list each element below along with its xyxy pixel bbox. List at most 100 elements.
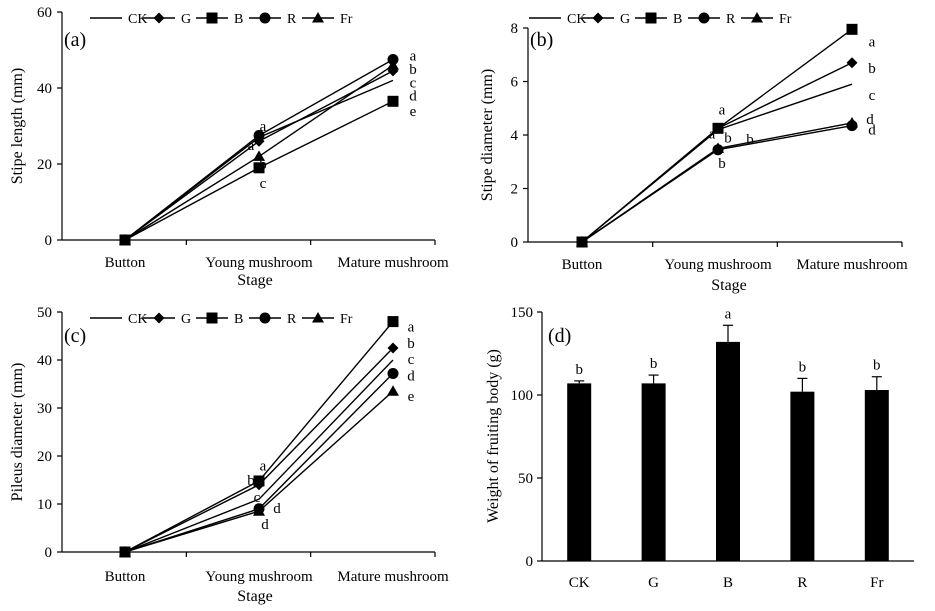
x-category-label: Young mushroom	[205, 255, 313, 271]
series-line-b	[581, 28, 853, 243]
significance-letter: a	[869, 34, 876, 50]
panel-label: (a)	[64, 29, 86, 51]
y-tick-label: 100	[511, 388, 534, 404]
significance-letter: a	[709, 127, 716, 143]
significance-letter: b	[407, 336, 415, 352]
x-category-label: Button	[105, 569, 146, 585]
legend-marker-r	[259, 312, 271, 324]
significance-letter: c	[869, 88, 876, 104]
x-axis-title: Stage	[237, 588, 273, 605]
y-tick-label: 0	[526, 554, 534, 570]
panel-label: (c)	[64, 325, 86, 347]
panel-pileus-diameter: 0 10 20 30 40 50 Button Young mushroom Mature mu…	[9, 305, 449, 605]
y-tick-label: 0	[511, 235, 519, 251]
significance-letter: e	[408, 389, 415, 405]
data-point-fr	[119, 234, 131, 245]
y-axis-title: Stipe diameter (mm)	[479, 69, 496, 201]
bar-fr	[864, 390, 889, 561]
legend: CK G B R Fr	[90, 12, 353, 27]
bar-g	[641, 383, 666, 561]
significance-letter: d	[261, 517, 269, 533]
legend-label: B	[234, 12, 243, 27]
series-line-g	[124, 347, 394, 553]
y-axis-title: Weight of fruiting body (g)	[485, 349, 502, 523]
x-category-label: CK	[569, 575, 590, 591]
significance-letter: a	[725, 306, 732, 322]
data-point-g	[846, 57, 858, 69]
legend-marker-r	[259, 12, 271, 24]
legend-label: G	[620, 12, 630, 27]
significance-letter: a	[248, 138, 255, 154]
series-line-r	[124, 58, 394, 241]
x-category-label: Fr	[870, 575, 883, 591]
series-line-ck	[581, 83, 853, 243]
legend-label: R	[287, 12, 297, 27]
y-tick-label: 40	[37, 353, 52, 369]
legend-marker-fr	[751, 12, 763, 23]
y-tick-label: 0	[45, 233, 53, 249]
x-axis-title: Stage	[237, 272, 273, 289]
significance-letter: b	[259, 157, 267, 173]
y-tick-label: 4	[511, 128, 519, 144]
panel-label: (d)	[548, 325, 571, 347]
x-category-label: Young mushroom	[205, 569, 313, 585]
y-tick-label: 0	[45, 545, 53, 561]
significance-letter: a	[408, 319, 415, 335]
legend-label: G	[181, 12, 191, 27]
significance-letter: b	[873, 358, 881, 374]
panel-stipe-diameter: 0 2 4 6 8 Button Young mushroom Mature mushroom…	[479, 12, 908, 294]
data-point-fr	[387, 385, 399, 396]
legend-label: R	[287, 312, 297, 327]
y-tick-label: 60	[37, 5, 52, 21]
data-point-b	[387, 316, 399, 328]
data-point-fr	[253, 505, 265, 516]
significance-letter: b	[868, 61, 876, 77]
data-point-b	[712, 122, 724, 134]
y-tick-label: 10	[37, 497, 52, 513]
significance-letter: c	[408, 352, 415, 368]
legend-label: B	[234, 312, 243, 327]
significance-letter: a	[260, 119, 267, 135]
significance-letter: d	[409, 89, 417, 105]
panel-label: (b)	[530, 29, 553, 51]
y-tick-label: 20	[37, 449, 52, 465]
x-category-label: Button	[105, 255, 146, 271]
x-category-label: Mature mushroom	[337, 255, 449, 271]
data-point-fr	[712, 142, 724, 153]
series-line-r	[581, 124, 853, 243]
legend-marker-b	[206, 12, 218, 24]
bar-b	[716, 341, 740, 561]
legend-label: CK	[128, 312, 147, 327]
significance-letter: d	[407, 368, 415, 384]
legend-label: CK	[128, 12, 147, 27]
y-tick-label: 6	[511, 75, 519, 91]
y-tick-label: 40	[37, 81, 52, 97]
significance-letter: b	[409, 62, 417, 78]
series-line-b	[124, 321, 394, 553]
legend-marker-fr	[312, 312, 324, 323]
legend-label: Fr	[340, 312, 353, 327]
significance-letter: c	[254, 490, 261, 506]
significance-letter: b	[247, 473, 255, 489]
data-point-b	[846, 23, 858, 35]
legend-label: Fr	[779, 12, 792, 27]
data-point-r	[387, 367, 399, 379]
panel-stipe-length: 0 20 40 60 Button Young mushroom Mature mushro…	[9, 5, 449, 289]
legend-marker-g	[592, 12, 604, 24]
y-tick-label: 8	[511, 21, 519, 37]
significance-letter: a	[260, 459, 267, 475]
legend: CK G B R Fr	[529, 12, 792, 27]
data-point-fr	[846, 116, 858, 128]
significance-letter: d	[866, 112, 874, 128]
significance-letter: c	[410, 75, 417, 91]
y-tick-label: 2	[511, 182, 519, 198]
legend-label: G	[181, 312, 191, 327]
data-point-r	[253, 130, 265, 141]
data-point-fr	[387, 59, 399, 70]
significance-letter: d	[868, 123, 876, 139]
data-point-b	[387, 95, 399, 107]
legend-marker-g	[153, 12, 165, 24]
data-point-fr	[119, 546, 131, 557]
